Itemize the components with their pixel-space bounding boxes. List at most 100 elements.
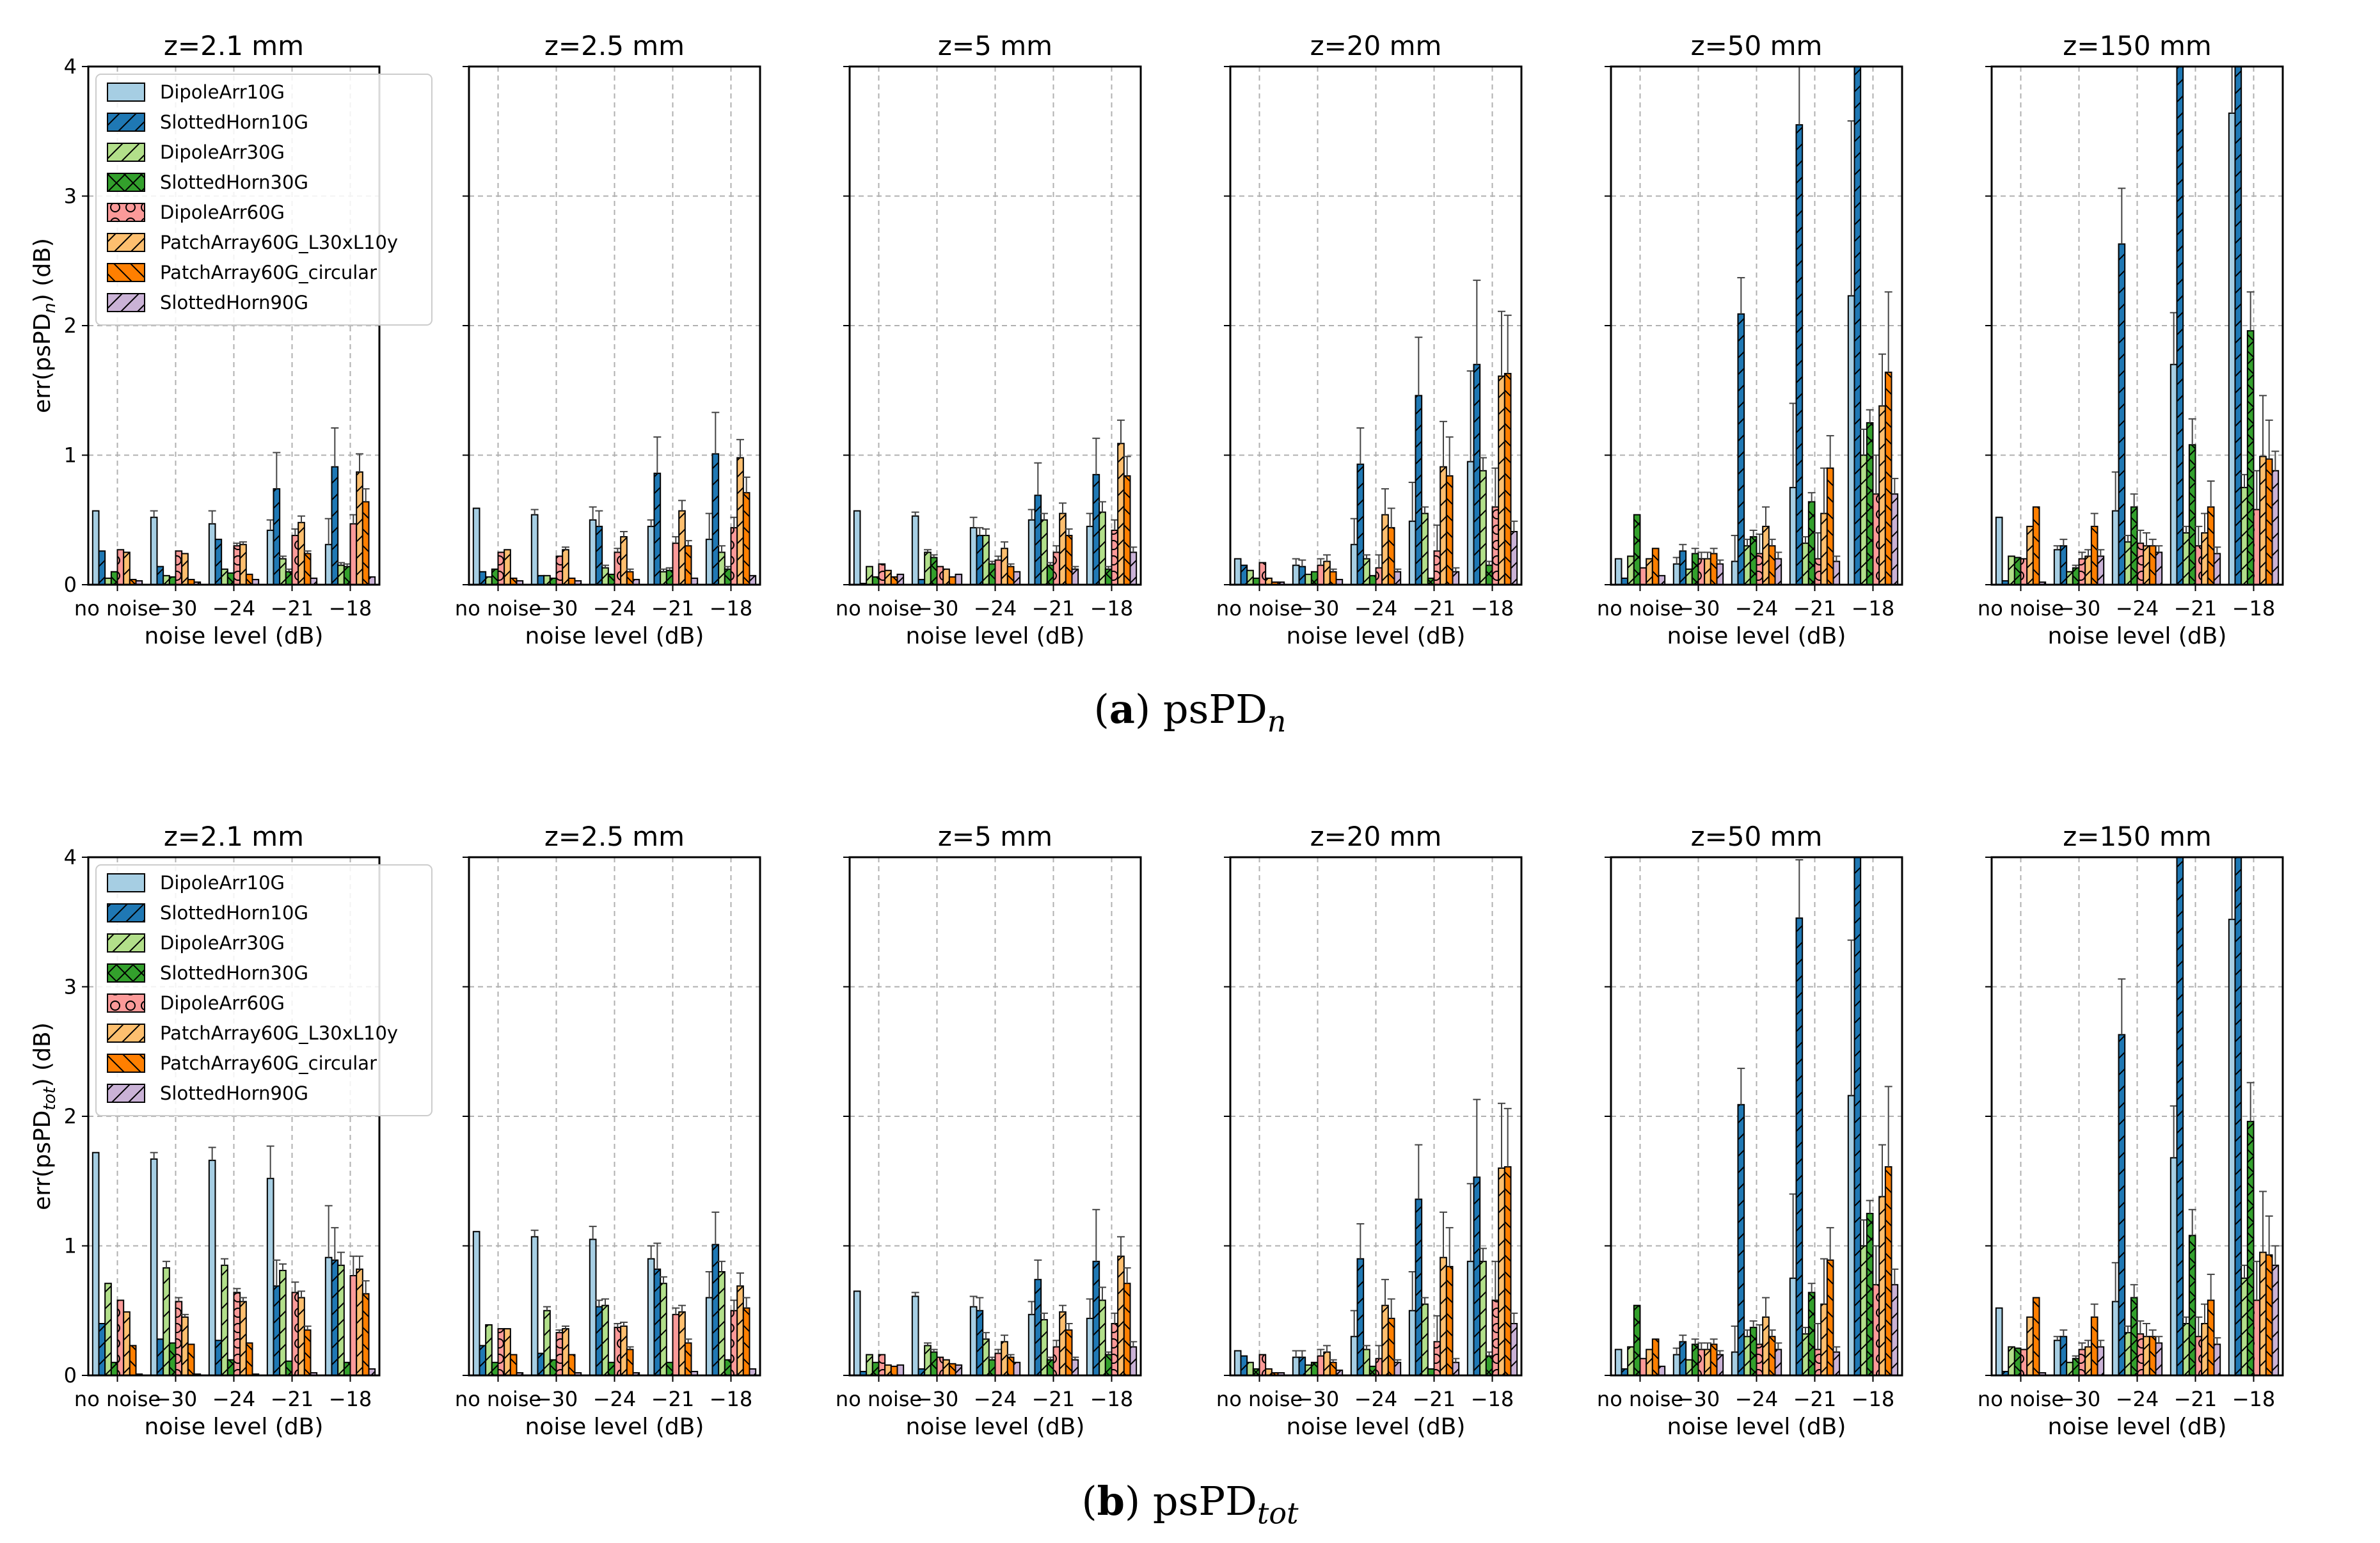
bar-hatch [1253, 1368, 1260, 1375]
bar-hatch [2014, 557, 2021, 585]
bar-hatch [1763, 526, 1769, 585]
bar-hatch [1704, 558, 1711, 585]
bar [1672, 563, 1681, 585]
bar-hatch [1511, 1324, 1518, 1375]
bar-hatch [1047, 565, 1054, 585]
bar-hatch [943, 1359, 949, 1375]
bar-hatch [252, 579, 259, 585]
bar [208, 523, 216, 586]
bar-hatch [2155, 552, 2162, 585]
bar-hatch [562, 550, 569, 585]
bar-hatch [2177, 67, 2184, 585]
x-tick-label: −21 [2174, 1387, 2217, 1411]
x-tick-label: −24 [974, 596, 1017, 621]
bar-hatch [2130, 1297, 2138, 1375]
bar-hatch [1278, 1372, 1285, 1375]
bar-hatch [1072, 1359, 1079, 1375]
bar-hatch [1821, 1304, 1827, 1375]
bar-hatch [129, 579, 136, 585]
bar-hatch [1763, 1317, 1769, 1375]
bar-hatch [654, 473, 661, 585]
bar-hatch [626, 571, 633, 585]
bar-hatch [1717, 1354, 1724, 1375]
bar [1086, 1317, 1094, 1376]
x-tick-label: −18 [710, 596, 753, 621]
bar-hatch [1498, 376, 1505, 585]
bar-hatch [1311, 571, 1318, 585]
bar-hatch [2189, 445, 2196, 585]
x-tick-label: −21 [271, 1387, 314, 1411]
bar-hatch [666, 1362, 673, 1375]
x-tick-label: −18 [2232, 596, 2276, 621]
bar-hatch [1241, 565, 1248, 585]
bar-hatch [1422, 513, 1428, 585]
bar-hatch [743, 493, 750, 585]
bar-hatch [362, 1294, 369, 1375]
bar-hatch [955, 1365, 962, 1375]
bar-hatch [1756, 1344, 1763, 1375]
bar [2111, 1301, 2120, 1376]
bar-hatch [872, 1362, 879, 1375]
bar-hatch [1324, 1352, 1330, 1375]
bar-hatch [157, 1339, 164, 1375]
x-tick-label: −24 [1354, 596, 1398, 621]
bar-hatch [344, 1362, 351, 1375]
bar-hatch [1768, 1336, 1775, 1375]
bar-hatch [749, 1368, 756, 1375]
bar-hatch [182, 553, 188, 585]
bar-hatch [1827, 1260, 1834, 1375]
bar-hatch [1698, 1349, 1705, 1375]
bar-hatch [1473, 1177, 1480, 1375]
legend-swatch-hatch [107, 233, 145, 251]
bar-hatch [2033, 1297, 2040, 1375]
legend-swatch-hatch [107, 264, 145, 281]
bar-hatch [1621, 578, 1628, 585]
bar-hatch [621, 1326, 627, 1375]
x-tick-label: −30 [916, 1387, 959, 1411]
bar-hatch [2155, 1343, 2162, 1375]
bar-hatch [1247, 570, 1253, 585]
bar-hatch [2079, 558, 2086, 585]
bar [1408, 1310, 1416, 1376]
bar-hatch [1247, 1362, 1253, 1375]
x-tick-label: −24 [212, 1387, 256, 1411]
bar-hatch [2039, 1372, 2046, 1375]
bar-hatch [1486, 1356, 1493, 1375]
bar-hatch [2137, 543, 2144, 585]
bar-hatch [1646, 1349, 1653, 1375]
bar [1731, 560, 1739, 585]
bar-hatch [234, 546, 241, 585]
x-tick-label: no noise [1216, 596, 1303, 621]
bar-hatch [1633, 514, 1640, 585]
bar-hatch [924, 552, 931, 585]
bar-hatch [1640, 1358, 1647, 1375]
y-axis-label-sub: tot [40, 1087, 60, 1111]
bar-hatch [897, 574, 904, 585]
bar-hatch [1382, 1305, 1388, 1375]
bar-hatch [1686, 569, 1692, 585]
bar-hatch [292, 535, 299, 585]
x-tick-label: −21 [651, 596, 695, 621]
legend-swatch-hatch [107, 1084, 145, 1102]
bar [324, 544, 333, 585]
bar-hatch [1446, 1266, 1453, 1375]
bar-hatch [562, 1329, 569, 1375]
bar-hatch [930, 557, 937, 585]
bar-hatch [129, 1345, 136, 1375]
bar-hatch [2060, 546, 2067, 585]
legend-label: SlottedHorn10G [160, 111, 308, 133]
bar-hatch [621, 537, 627, 585]
bar-hatch [187, 1344, 194, 1375]
bar-hatch [1504, 373, 1511, 585]
x-tick-label: −21 [651, 1387, 695, 1411]
bar-hatch [1646, 558, 1653, 585]
bar-hatch [215, 539, 222, 585]
x-tick-label: −30 [1296, 1387, 1340, 1411]
bar-hatch [737, 457, 743, 585]
bar-hatch [105, 1283, 111, 1375]
bar-hatch [175, 551, 182, 585]
bar-hatch [1357, 464, 1364, 585]
bar-hatch [2125, 542, 2131, 585]
